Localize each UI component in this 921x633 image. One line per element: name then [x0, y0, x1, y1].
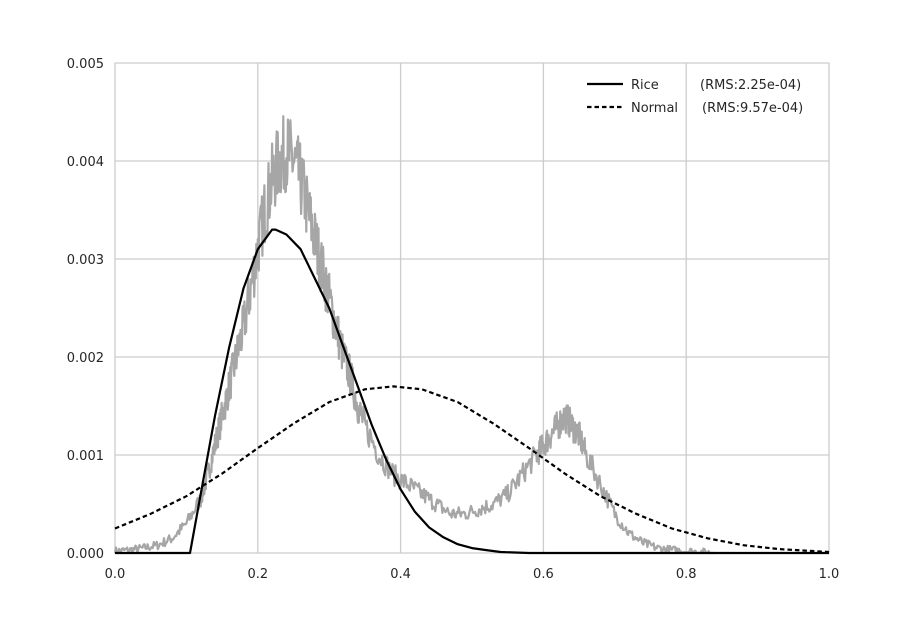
gridlines — [114, 62, 830, 554]
legend-value-rice: (RMS:2.25e-04) — [700, 78, 801, 93]
y-tick-label: 0.004 — [67, 155, 104, 170]
legend: Rice (RMS:2.25e-04) Normal (RMS:9.57e-04… — [587, 78, 803, 116]
legend-label-rice: Rice — [631, 78, 659, 93]
x-tick-label: 0.2 — [247, 567, 268, 582]
tick-labels: 0.0 0.2 0.4 0.6 0.8 1.0 0.000 0.001 0.002 0.003 0.… — [67, 57, 840, 582]
y-tick-label: 0.005 — [67, 57, 104, 72]
x-tick-label: 0.6 — [533, 567, 554, 582]
x-tick-label: 0.0 — [105, 567, 126, 582]
legend-label-normal: Normal — [631, 101, 678, 116]
y-tick-label: 0.001 — [67, 449, 104, 464]
plot-background — [115, 63, 829, 553]
histogram-series-line — [113, 115, 715, 555]
legend-value-normal: (RMS:9.57e-04) — [702, 101, 803, 116]
y-tick-label: 0.002 — [67, 351, 104, 366]
x-tick-label: 1.0 — [819, 567, 840, 582]
x-tick-label: 0.4 — [390, 567, 411, 582]
series-layer — [113, 115, 830, 555]
normal-fit-line — [114, 385, 830, 554]
y-tick-label: 0.003 — [67, 253, 104, 268]
y-tick-label: 0.000 — [67, 547, 104, 562]
plot-frame — [114, 62, 830, 554]
rice-fit-line — [115, 228, 829, 555]
x-tick-label: 0.8 — [676, 567, 697, 582]
